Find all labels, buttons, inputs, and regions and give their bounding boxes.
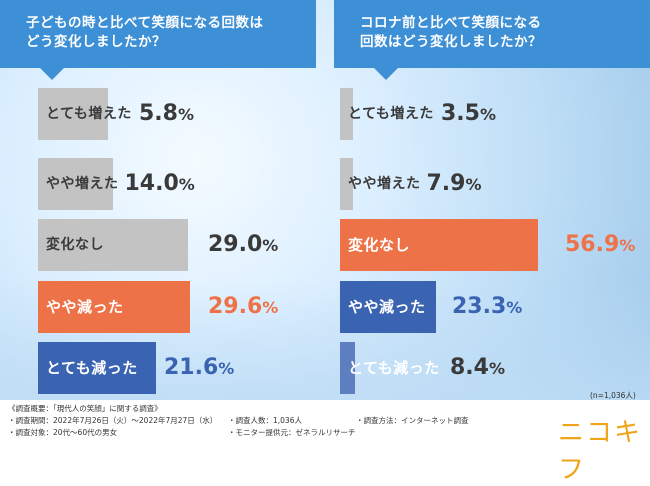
value-percent: %: [262, 236, 279, 255]
value-number: 29.0: [208, 232, 263, 257]
bar: [38, 342, 156, 394]
value-number: 14.0: [124, 171, 179, 196]
bar: [38, 219, 188, 271]
category-label: とても増えた: [46, 106, 132, 122]
value-percent: %: [488, 359, 506, 378]
value-percent: %: [479, 105, 497, 124]
value-percent: %: [465, 175, 482, 194]
value-label: 14.0%: [125, 158, 195, 210]
category-label: 変化なし: [348, 236, 411, 254]
category-label: やや増えた: [348, 176, 421, 192]
survey-provider: ・モニター提供元：ゼネラルリサーチ: [228, 428, 356, 437]
value-label: 3.5%: [441, 88, 496, 140]
right-banner-pointer: [374, 68, 398, 80]
value-number: 8.4: [450, 355, 489, 380]
value-label: 8.4%: [450, 342, 505, 394]
right-chart-title: コロナ前と比べて笑顔になる 回数はどう変化しましたか？: [360, 15, 542, 50]
value-percent: %: [262, 298, 279, 317]
bar: [340, 219, 538, 271]
category-label: やや減った: [46, 298, 124, 316]
left-question-banner: 子どもの時と比べて笑顔になる回数は どう変化しましたか？: [0, 0, 316, 80]
value-percent: %: [218, 359, 235, 378]
bar: [340, 342, 355, 394]
value-label: 7.9%: [427, 158, 482, 210]
category-label: やや増えた: [46, 176, 119, 192]
value-number: 29.6: [208, 294, 263, 319]
category-label: とても増えた: [348, 106, 434, 122]
nicokifu-logo: ニコキフ: [558, 418, 643, 485]
value-number: 23.3: [452, 294, 507, 319]
value-percent: %: [506, 298, 523, 317]
survey-footer: 《調査概要：「現代人の笑顔」に関する調査》 ・調査期間：2022年7月26日（火…: [0, 400, 650, 450]
value-label: 56.9%: [565, 219, 635, 271]
left-chart-title: 子どもの時と比べて笑顔になる回数は どう変化しましたか？: [26, 15, 264, 50]
bar: [38, 88, 108, 140]
value-number: 21.6: [164, 355, 219, 380]
value-label: 29.0%: [208, 219, 278, 271]
category-label: やや減った: [348, 298, 426, 316]
value-label: 23.3%: [452, 281, 522, 333]
bar: [340, 158, 353, 210]
right-question-banner: コロナ前と比べて笑顔になる 回数はどう変化しましたか？: [334, 0, 650, 80]
survey-heading: 《調査概要：「現代人の笑顔」に関する調査》: [8, 404, 162, 413]
category-label: とても減った: [46, 359, 138, 377]
bar: [340, 281, 436, 333]
survey-period: ・調査期間：2022年7月26日（火）〜2022年7月27日（水）: [8, 416, 218, 425]
value-label: 21.6%: [164, 342, 234, 394]
value-number: 3.5: [441, 101, 480, 126]
value-percent: %: [178, 175, 195, 194]
bar: [38, 158, 113, 210]
value-label: 5.8%: [139, 88, 194, 140]
value-percent: %: [177, 105, 195, 124]
category-label: とても減った: [348, 359, 440, 377]
bar: [340, 88, 353, 140]
bar: [38, 281, 190, 333]
value-number: 5.8: [139, 101, 178, 126]
value-label: 29.6%: [208, 281, 278, 333]
sample-size-note: (n=1,036人): [590, 391, 636, 400]
survey-count: ・調査人数：1,036人: [228, 416, 302, 425]
category-label: 変化なし: [46, 237, 104, 253]
survey-method: ・調査方法：インターネット調査: [356, 416, 469, 425]
value-percent: %: [619, 236, 636, 255]
value-number: 56.9: [565, 232, 620, 257]
survey-target: ・調査対象：20代〜60代の男女: [8, 428, 118, 437]
value-number: 7.9: [426, 171, 466, 196]
left-banner-pointer: [40, 68, 64, 80]
